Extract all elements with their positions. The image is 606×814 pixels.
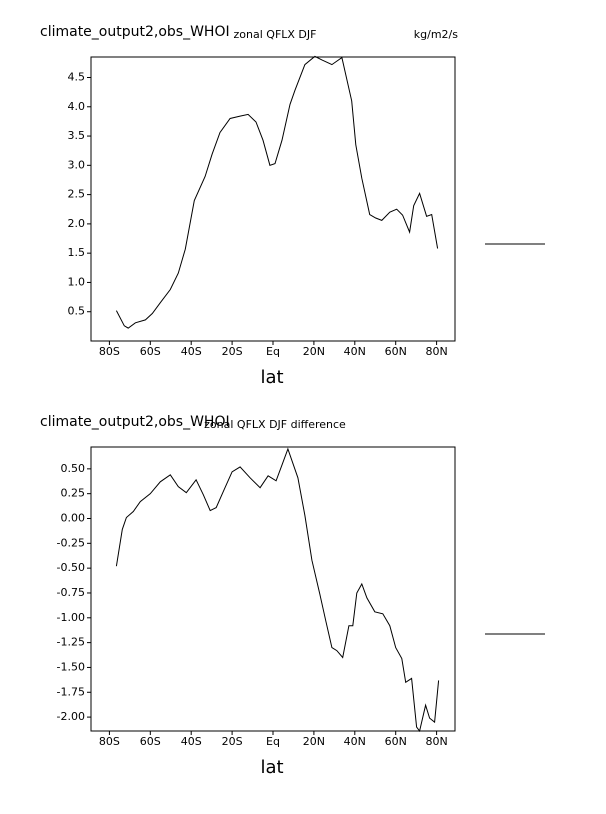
y-tick-label: -0.25: [57, 536, 85, 549]
y-tick-label: -1.25: [57, 636, 85, 649]
chart-title: climate_output2,obs_WHOI: [40, 414, 230, 430]
x-tick-label: 60S: [140, 735, 161, 748]
plot-frame: [90, 446, 456, 732]
plot-frame: [90, 56, 456, 342]
y-tick-label: 2.0: [68, 217, 86, 230]
y-tick-label: -0.75: [57, 586, 85, 599]
chart-title: climate_output2,obs_WHOI: [40, 24, 230, 40]
x-tick-label: 40S: [181, 345, 202, 358]
x-tick-label: Eq: [266, 735, 280, 748]
y-tick-label: 2.5: [68, 188, 86, 201]
x-tick-label: 80N: [425, 735, 447, 748]
x-tick-label: 60N: [385, 735, 407, 748]
x-tick-label: 80S: [99, 735, 120, 748]
x-tick-label: 40N: [344, 345, 366, 358]
y-tick-label: 0.5: [68, 305, 86, 318]
y-tick-label: -1.50: [57, 660, 85, 673]
y-tick-label: -0.50: [57, 561, 85, 574]
x-tick-label: 80S: [99, 345, 120, 358]
x-tick-label: 60S: [140, 345, 161, 358]
data-line: [115, 55, 439, 329]
x-axis-label: lat: [260, 367, 283, 388]
units: kg/m2/s: [414, 28, 458, 41]
chart-subtitle: zonal QFLX DJF: [234, 28, 317, 41]
x-tick-label: 60N: [385, 345, 407, 358]
x-tick-label: 20S: [222, 345, 243, 358]
x-tick-label: 20N: [303, 735, 325, 748]
chart-subtitle: zonal QFLX DJF difference: [204, 418, 346, 431]
y-tick-label: 3.0: [68, 158, 86, 171]
y-tick-label: 1.5: [68, 246, 86, 259]
y-tick-label: -1.00: [57, 611, 85, 624]
y-tick-label: 4.5: [68, 70, 86, 83]
y-tick-label: -2.00: [57, 710, 85, 723]
y-tick-label: 1.0: [68, 275, 86, 288]
data-line: [115, 447, 440, 733]
x-tick-label: 40S: [181, 735, 202, 748]
x-tick-label: 80N: [425, 345, 447, 358]
x-axis-label: lat: [260, 757, 283, 778]
y-tick-label: -1.75: [57, 685, 85, 698]
y-tick-label: 3.5: [68, 129, 86, 142]
y-tick-label: 0.25: [61, 487, 86, 500]
x-tick-label: 20S: [222, 735, 243, 748]
y-tick-label: 0.50: [61, 462, 86, 475]
y-tick-label: 0.00: [61, 511, 86, 524]
x-tick-label: Eq: [266, 345, 280, 358]
x-tick-label: 40N: [344, 735, 366, 748]
y-tick-label: 4.0: [68, 100, 86, 113]
x-tick-label: 20N: [303, 345, 325, 358]
